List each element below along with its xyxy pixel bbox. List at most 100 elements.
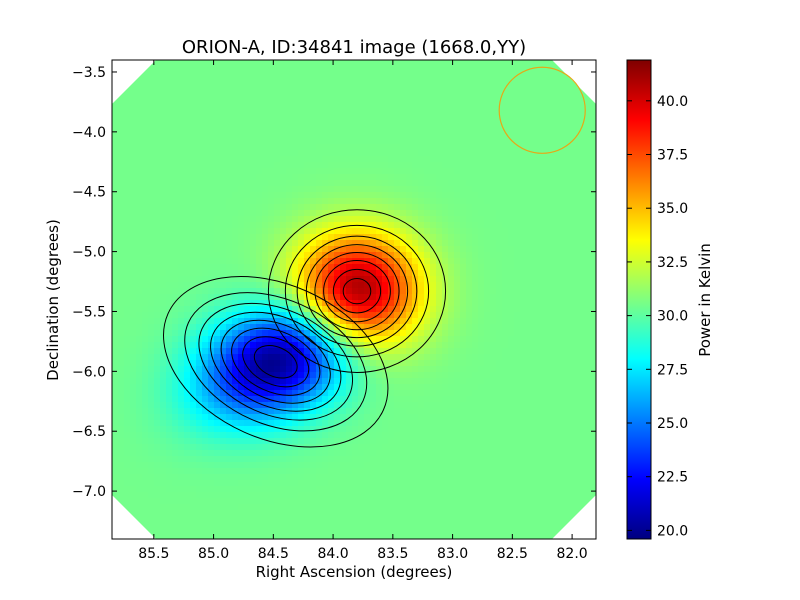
pixel-cell <box>148 306 155 313</box>
pixel-cell <box>514 372 521 379</box>
pixel-cell <box>400 354 407 361</box>
pixel-cell <box>256 90 263 97</box>
pixel-cell <box>274 72 281 79</box>
pixel-cell <box>160 222 167 229</box>
pixel-cell <box>580 342 587 349</box>
pixel-cell <box>286 264 293 271</box>
pixel-cell <box>178 426 185 433</box>
pixel-cell <box>334 354 341 361</box>
pixel-cell <box>286 360 293 367</box>
pixel-cell <box>532 132 539 139</box>
pixel-cell <box>556 312 563 319</box>
pixel-cell <box>520 252 527 259</box>
pixel-cell <box>412 84 419 91</box>
pixel-cell <box>448 162 455 169</box>
pixel-cell <box>154 216 161 223</box>
pixel-cell <box>160 174 167 181</box>
pixel-cell <box>346 282 353 289</box>
pixel-cell <box>448 150 455 157</box>
pixel-cell <box>136 210 143 217</box>
pixel-cell <box>520 162 527 169</box>
pixel-cell <box>502 96 509 103</box>
pixel-cell <box>586 378 593 385</box>
pixel-cell <box>298 306 305 313</box>
pixel-cell <box>424 342 431 349</box>
pixel-cell <box>136 396 143 403</box>
pixel-cell <box>436 366 443 373</box>
pixel-cell <box>406 180 413 187</box>
pixel-cell <box>250 210 257 217</box>
pixel-cell <box>334 408 341 415</box>
pixel-cell <box>532 288 539 295</box>
pixel-cell <box>556 258 563 265</box>
pixel-cell <box>400 288 407 295</box>
pixel-cell <box>436 150 443 157</box>
pixel-cell <box>178 90 185 97</box>
pixel-cell <box>394 408 401 415</box>
pixel-cell <box>592 390 596 397</box>
pixel-cell <box>304 390 311 397</box>
pixel-cell <box>352 102 359 109</box>
pixel-cell <box>118 162 125 169</box>
pixel-cell <box>496 228 503 235</box>
pixel-cell <box>172 204 179 211</box>
pixel-cell <box>442 354 449 361</box>
pixel-cell <box>430 306 437 313</box>
pixel-cell <box>364 132 371 139</box>
pixel-cell <box>262 318 269 325</box>
pixel-cell <box>274 204 281 211</box>
pixel-cell <box>148 264 155 271</box>
pixel-cell <box>334 186 341 193</box>
pixel-cell <box>436 168 443 175</box>
pixel-cell <box>160 150 167 157</box>
pixel-cell <box>556 252 563 259</box>
pixel-cell <box>586 264 593 271</box>
pixel-cell <box>544 246 551 253</box>
pixel-cell <box>442 402 449 409</box>
pixel-cell <box>394 120 401 127</box>
pixel-cell <box>184 72 191 79</box>
pixel-cell <box>238 72 245 79</box>
pixel-cell <box>196 168 203 175</box>
pixel-cell <box>118 324 125 331</box>
pixel-cell <box>454 384 461 391</box>
pixel-cell <box>532 96 539 103</box>
pixel-cell <box>118 234 125 241</box>
pixel-cell <box>466 204 473 211</box>
pixel-cell <box>268 258 275 265</box>
pixel-cell <box>538 126 545 133</box>
pixel-cell <box>370 378 377 385</box>
pixel-cell <box>136 288 143 295</box>
pixel-cell <box>166 342 173 349</box>
pixel-cell <box>166 150 173 157</box>
pixel-cell <box>412 324 419 331</box>
pixel-cell <box>382 270 389 277</box>
pixel-cell <box>382 318 389 325</box>
pixel-cell <box>172 282 179 289</box>
pixel-cell <box>184 294 191 301</box>
pixel-cell <box>280 312 287 319</box>
pixel-cell <box>454 78 461 85</box>
pixel-cell <box>580 174 587 181</box>
pixel-cell <box>130 150 137 157</box>
pixel-cell <box>580 288 587 295</box>
pixel-cell <box>394 210 401 217</box>
pixel-cell <box>268 270 275 277</box>
pixel-cell <box>556 78 563 85</box>
pixel-cell <box>202 156 209 163</box>
pixel-cell <box>274 300 281 307</box>
pixel-cell <box>226 252 233 259</box>
pixel-cell <box>160 132 167 139</box>
pixel-cell <box>436 108 443 115</box>
pixel-cell <box>244 84 251 91</box>
pixel-cell <box>190 276 197 283</box>
pixel-cell <box>370 330 377 337</box>
pixel-cell <box>286 84 293 91</box>
pixel-cell <box>262 162 269 169</box>
pixel-cell <box>340 390 347 397</box>
pixel-cell <box>292 222 299 229</box>
pixel-cell <box>328 294 335 301</box>
pixel-cell <box>544 390 551 397</box>
pixel-cell <box>424 348 431 355</box>
pixel-cell <box>130 288 137 295</box>
